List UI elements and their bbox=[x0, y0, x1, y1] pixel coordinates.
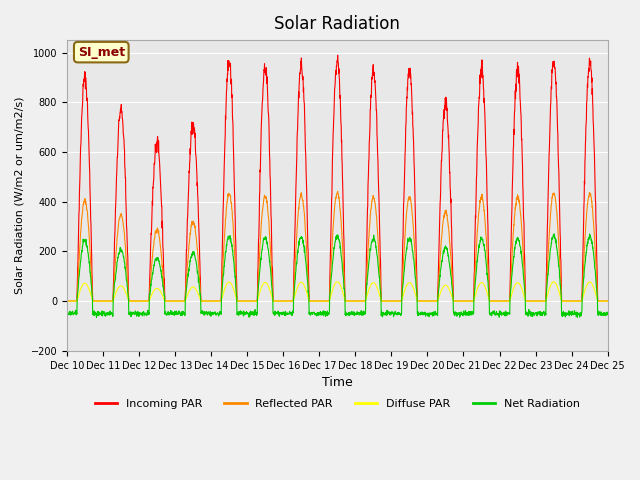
Diffuse PAR bbox=[365, 287, 372, 293]
Incoming PAR bbox=[334, 52, 342, 58]
Incoming PAR bbox=[353, 298, 361, 304]
Reflected PAR bbox=[365, 235, 372, 241]
Diffuse PAR bbox=[63, 298, 71, 304]
Reflected PAR bbox=[353, 298, 361, 304]
Line: Reflected PAR: Reflected PAR bbox=[67, 192, 608, 301]
Diffuse PAR bbox=[333, 279, 341, 285]
Incoming PAR bbox=[214, 298, 221, 304]
Net Radiation bbox=[353, 310, 361, 315]
Incoming PAR bbox=[365, 158, 372, 164]
Incoming PAR bbox=[63, 298, 71, 304]
Diffuse PAR bbox=[556, 293, 564, 299]
Text: SI_met: SI_met bbox=[77, 46, 125, 59]
Reflected PAR bbox=[604, 298, 612, 304]
Net Radiation bbox=[365, 259, 372, 265]
Net Radiation bbox=[93, 315, 100, 321]
Incoming PAR bbox=[572, 298, 579, 304]
Net Radiation bbox=[63, 311, 71, 316]
Reflected PAR bbox=[556, 267, 564, 273]
Incoming PAR bbox=[556, 230, 564, 236]
Reflected PAR bbox=[63, 298, 71, 304]
Diffuse PAR bbox=[353, 298, 361, 304]
Legend: Incoming PAR, Reflected PAR, Diffuse PAR, Net Radiation: Incoming PAR, Reflected PAR, Diffuse PAR… bbox=[90, 395, 584, 414]
Diffuse PAR bbox=[214, 298, 221, 304]
Reflected PAR bbox=[334, 189, 342, 194]
Diffuse PAR bbox=[572, 298, 579, 304]
Net Radiation bbox=[214, 310, 222, 316]
Y-axis label: Solar Radiation (W/m2 or um/m2/s): Solar Radiation (W/m2 or um/m2/s) bbox=[15, 97, 25, 294]
Net Radiation bbox=[557, 282, 564, 288]
Reflected PAR bbox=[214, 298, 221, 304]
Net Radiation bbox=[495, 312, 502, 318]
Diffuse PAR bbox=[604, 298, 612, 304]
Net Radiation bbox=[604, 311, 612, 317]
Line: Incoming PAR: Incoming PAR bbox=[67, 55, 608, 301]
Net Radiation bbox=[550, 231, 558, 237]
Diffuse PAR bbox=[495, 298, 502, 304]
Incoming PAR bbox=[495, 298, 502, 304]
Line: Net Radiation: Net Radiation bbox=[67, 234, 608, 318]
Reflected PAR bbox=[495, 298, 502, 304]
X-axis label: Time: Time bbox=[322, 376, 353, 389]
Reflected PAR bbox=[572, 298, 579, 304]
Net Radiation bbox=[572, 310, 579, 316]
Line: Diffuse PAR: Diffuse PAR bbox=[67, 282, 608, 301]
Incoming PAR bbox=[604, 298, 612, 304]
Title: Solar Radiation: Solar Radiation bbox=[275, 15, 400, 33]
